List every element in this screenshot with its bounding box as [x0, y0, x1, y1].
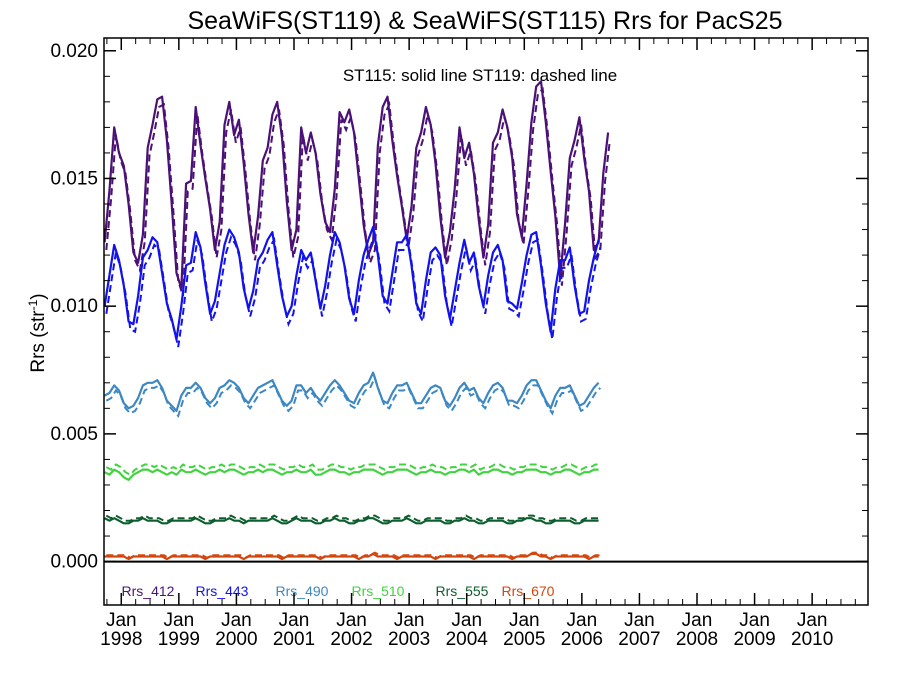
x-tick-year: 2010	[791, 629, 833, 650]
legend-label-Rrs_555: Rrs_555	[436, 583, 489, 599]
legend-label-Rrs_510: Rrs_510	[352, 583, 405, 599]
x-tick-month: Jan	[336, 610, 367, 631]
legend-label-Rrs_412: Rrs_412	[122, 583, 175, 599]
legend: Rrs_412 Rrs_443 Rrs_490 Rrs_510 Rrs_555 Rrs_6…	[122, 583, 555, 599]
y-tick-label: 0.020	[50, 41, 98, 62]
y-axis-label-sup: -1	[26, 299, 40, 310]
series-line-Rrs_490-ST119	[105, 374, 602, 418]
x-tick-year: 2001	[273, 629, 315, 650]
legend-label-Rrs_670: Rrs_670	[502, 583, 555, 599]
series-line-Rrs_510-ST119	[105, 463, 601, 476]
x-tick-month: Jan	[279, 610, 310, 631]
x-tick-year: 1998	[100, 629, 142, 650]
y-tick-label: 0.000	[50, 552, 98, 573]
x-tick-year: 2007	[618, 629, 660, 650]
x-tick-month: Jan	[624, 610, 655, 631]
x-tick-year: 2002	[330, 629, 372, 650]
series-line-Rrs_510-ST115	[104, 468, 599, 481]
legend-label-Rrs_443: Rrs_443	[196, 583, 249, 599]
x-tick-year: 2000	[215, 629, 257, 650]
x-tick-year: 2005	[503, 629, 545, 650]
series-line-Rrs_412-ST115	[103, 80, 610, 290]
x-tick-year: 2006	[561, 629, 603, 650]
series-line-Rrs_443-ST115	[103, 225, 600, 341]
legend-label-Rrs_490: Rrs_490	[276, 583, 329, 599]
y-tick-label: 0.015	[50, 168, 98, 189]
series-line-Rrs_670-ST115	[104, 552, 599, 561]
x-tick-month: Jan	[509, 610, 540, 631]
series-layer	[103, 80, 868, 563]
x-tick-month: Jan	[451, 610, 482, 631]
x-tick-year: 2009	[733, 629, 775, 650]
axes: 0.0000.0050.0100.0150.020Jan1998Jan1999J…	[50, 37, 869, 650]
y-axis-label-close: )	[28, 293, 49, 299]
x-tick-year: 1999	[158, 629, 200, 650]
x-tick-month: Jan	[797, 610, 828, 631]
x-tick-month: Jan	[106, 610, 137, 631]
x-tick-month: Jan	[221, 610, 252, 631]
x-tick-month: Jan	[682, 610, 713, 631]
plot-frame	[103, 37, 869, 606]
series-line-Rrs_412-ST119	[105, 86, 611, 297]
series-line-Rrs_490-ST115	[104, 371, 600, 412]
x-tick-year: 2008	[676, 629, 718, 650]
series-line-Rrs_443-ST119	[105, 230, 602, 348]
series-line-Rrs_555-ST115	[104, 517, 599, 525]
x-tick-year: 2004	[446, 629, 489, 650]
y-tick-label: 0.005	[50, 424, 98, 445]
series-line-Rrs_555-ST119	[105, 514, 601, 522]
y-axis-label: Rrs (str-1)	[26, 293, 49, 372]
y-axis-label-main: Rrs (str	[28, 310, 49, 373]
y-tick-label: 0.010	[50, 296, 98, 317]
x-tick-month: Jan	[164, 610, 195, 631]
x-tick-month: Jan	[567, 610, 598, 631]
chart-title: SeaWiFS(ST119) & SeaWiFS(ST115) Rrs for …	[187, 7, 782, 35]
x-tick-year: 2003	[388, 629, 430, 650]
x-tick-month: Jan	[739, 610, 770, 631]
series-line-Rrs_670-ST119	[106, 551, 601, 559]
chart-annotation: ST115: solid line ST119: dashed line	[343, 66, 617, 85]
x-tick-month: Jan	[394, 610, 425, 631]
